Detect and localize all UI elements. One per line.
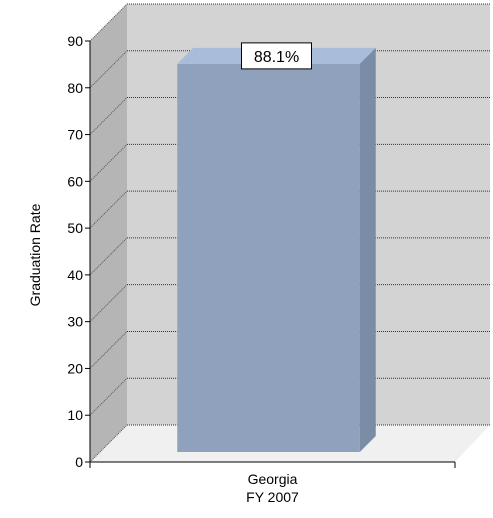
gridline-diagonal xyxy=(89,143,128,182)
data-label-box xyxy=(241,42,312,70)
y-tick-label: 70 xyxy=(67,127,83,143)
y-axis-label: Graduation Rate xyxy=(27,203,43,306)
gridline-diagonal xyxy=(89,97,128,135)
gridline-diagonal xyxy=(89,331,128,369)
data-label: 88.1% xyxy=(254,49,299,66)
y-tick-label: 20 xyxy=(67,360,83,376)
gridline-diagonal xyxy=(89,424,128,463)
y-tick-label: 60 xyxy=(67,173,83,189)
gridline-diagonal xyxy=(89,284,128,323)
y-tick-label: 10 xyxy=(67,407,83,423)
y-tick-label: 30 xyxy=(67,314,83,330)
gridline-diagonal xyxy=(89,237,128,276)
bar xyxy=(177,63,360,452)
y-tick-label: 40 xyxy=(67,267,83,283)
gridline-diagonal xyxy=(89,3,128,42)
y-axis: 0 10 20 30 40 50 60 70 80 90 xyxy=(67,33,91,470)
chart-side-wall xyxy=(90,4,127,462)
y-tick-label: 50 xyxy=(67,220,83,236)
x-tick-label: Georgia FY 2007 xyxy=(246,471,299,505)
y-tick-label: 90 xyxy=(67,33,83,49)
bar-side xyxy=(359,47,376,452)
gridline-diagonal xyxy=(89,190,128,229)
gridline-diagonal xyxy=(89,50,128,89)
bars: 88.1% xyxy=(177,42,376,452)
x-axis: Georgia FY 2007 xyxy=(89,461,456,505)
y-tick-label: 0 xyxy=(75,454,83,470)
y-tick-label: 80 xyxy=(67,80,83,96)
gridline-diagonal xyxy=(89,377,128,416)
